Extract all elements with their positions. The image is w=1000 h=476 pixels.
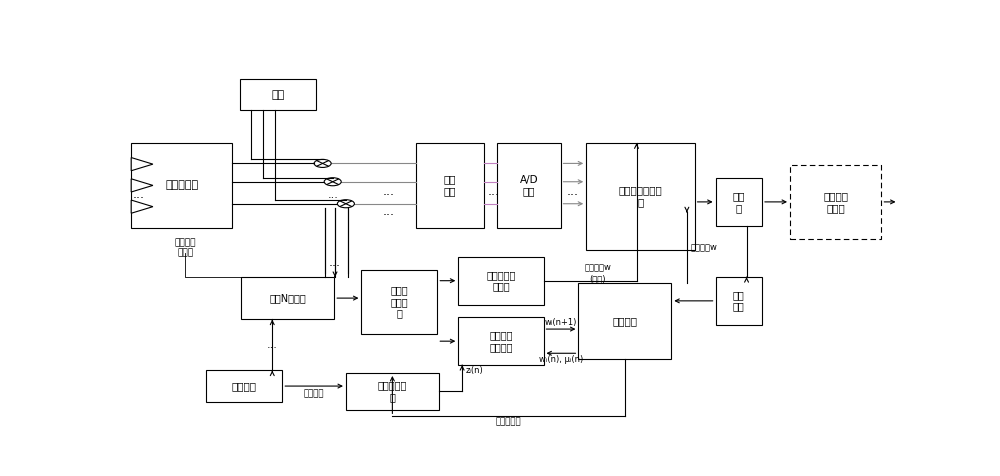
Text: 控制单元: 控制单元 — [612, 316, 637, 326]
FancyBboxPatch shape — [416, 143, 484, 228]
Text: ...: ... — [567, 185, 579, 198]
Text: 带通
滤波: 带通 滤波 — [443, 175, 456, 196]
Polygon shape — [131, 200, 153, 213]
Text: 相控阵天线: 相控阵天线 — [165, 180, 198, 190]
Text: 带通滤波: 带通滤波 — [232, 381, 257, 391]
Text: 馈源信号: 馈源信号 — [304, 390, 324, 398]
Text: 方向图
存储单
元: 方向图 存储单 元 — [391, 285, 408, 318]
Polygon shape — [131, 179, 153, 192]
Text: ...: ... — [329, 256, 341, 269]
Text: 数字波束形成网
络: 数字波束形成网 络 — [618, 186, 662, 207]
Text: ...: ... — [133, 188, 145, 201]
FancyBboxPatch shape — [131, 143, 232, 228]
FancyBboxPatch shape — [361, 270, 437, 334]
Text: 闭环迭代
运算单元: 闭环迭代 运算单元 — [489, 330, 513, 352]
FancyBboxPatch shape — [458, 257, 544, 305]
Text: 调零权值w
(初值): 调零权值w (初值) — [584, 264, 611, 283]
Polygon shape — [131, 158, 153, 171]
Text: 分路
器: 分路 器 — [733, 191, 745, 213]
Text: 解扩、解
调单元: 解扩、解 调单元 — [823, 191, 848, 213]
Text: 单刀N値开关: 单刀N値开关 — [269, 293, 306, 303]
Text: 当前权值w: 当前权值w — [690, 243, 717, 252]
FancyBboxPatch shape — [241, 277, 334, 319]
FancyBboxPatch shape — [497, 143, 561, 228]
Text: 合波束信号: 合波束信号 — [496, 417, 521, 426]
FancyBboxPatch shape — [586, 143, 695, 249]
Text: A/D
变换: A/D 变换 — [519, 175, 538, 196]
Text: wᵢ(n), μᵢ(n): wᵢ(n), μᵢ(n) — [539, 356, 583, 364]
FancyBboxPatch shape — [578, 283, 671, 359]
Text: 带通
滤波: 带通 滤波 — [733, 290, 745, 312]
Text: ...: ... — [488, 185, 500, 198]
Text: 干扰源方
位参数: 干扰源方 位参数 — [175, 238, 196, 258]
Text: wᵢ(n+1): wᵢ(n+1) — [545, 318, 577, 327]
Text: ...: ... — [382, 205, 394, 218]
FancyBboxPatch shape — [716, 178, 762, 226]
Text: ...: ... — [327, 189, 338, 199]
Text: zᵢ(n): zᵢ(n) — [466, 366, 484, 375]
FancyBboxPatch shape — [346, 373, 439, 410]
Text: ...: ... — [382, 185, 394, 198]
Text: 开环保形运
算单元: 开环保形运 算单元 — [486, 270, 516, 291]
Text: 本振: 本振 — [271, 89, 284, 99]
Text: 相关运算单
元: 相关运算单 元 — [378, 381, 407, 402]
FancyBboxPatch shape — [206, 370, 282, 402]
FancyBboxPatch shape — [716, 277, 762, 325]
Text: ...: ... — [267, 340, 278, 350]
FancyBboxPatch shape — [458, 317, 544, 365]
FancyBboxPatch shape — [790, 165, 881, 238]
FancyBboxPatch shape — [240, 79, 316, 110]
